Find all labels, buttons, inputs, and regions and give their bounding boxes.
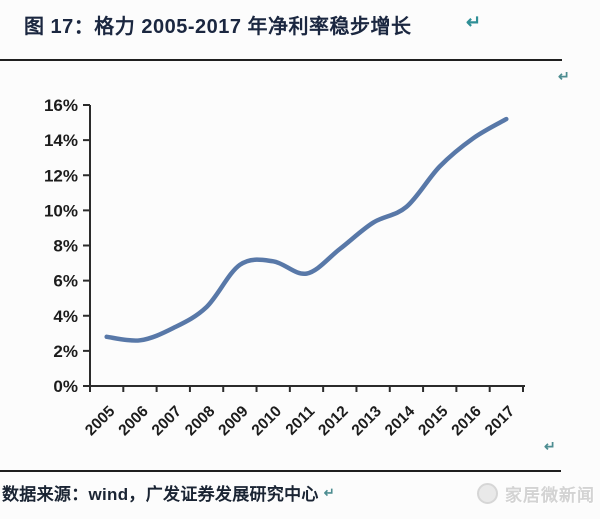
net-margin-series-line [104, 116, 509, 343]
y-tick-label: 8% [53, 237, 78, 256]
data-source-text: 数据来源：wind，广发证券发展研究中心 [2, 485, 319, 504]
x-tick-label: 2016 [448, 403, 485, 440]
paragraph-return-icon: ↵ [466, 12, 482, 32]
x-tick-label: 2008 [182, 403, 219, 440]
paragraph-return-icon: ↵ [558, 68, 570, 84]
footer-divider-line [0, 470, 561, 472]
x-tick-label: 2007 [149, 403, 185, 439]
y-tick-label: 12% [44, 166, 78, 185]
x-tick-label: 2006 [115, 403, 152, 440]
paragraph-return-icon: ↵ [323, 484, 335, 500]
x-tick-label: 2009 [215, 403, 252, 440]
x-tick-label: 2013 [349, 403, 386, 440]
x-tick-label: 2011 [283, 403, 319, 439]
y-tick-label: 16% [44, 96, 78, 115]
x-tick-label: 2014 [382, 403, 419, 440]
x-tick-label: 2005 [82, 403, 119, 440]
x-tick-label: 2017 [482, 403, 518, 439]
y-tick-label: 10% [44, 201, 78, 220]
x-tick-label: 2012 [315, 403, 351, 439]
paragraph-return-icon: ↵ [544, 438, 556, 454]
x-tick-label: 2010 [249, 403, 285, 439]
y-tick-label: 0% [53, 377, 78, 396]
watermark: 家居微新闻 [477, 481, 595, 506]
title-divider-line [0, 59, 562, 61]
watermark-text: 家居微新闻 [505, 486, 595, 505]
y-tick-label: 4% [53, 307, 78, 326]
y-tick-label: 14% [44, 131, 78, 150]
figure-title: 图 17：格力 2005-2017 年净利率稳步增长 [24, 16, 412, 38]
y-tick-label: 2% [53, 342, 78, 361]
left-edge-text-fragment: ： [0, 10, 12, 39]
media-logo-icon [477, 483, 498, 504]
data-source-row: 数据来源：wind，广发证券发展研究中心 ↵ [2, 480, 335, 505]
x-tick-label: 2015 [415, 403, 452, 440]
y-tick-label: 6% [53, 272, 78, 291]
